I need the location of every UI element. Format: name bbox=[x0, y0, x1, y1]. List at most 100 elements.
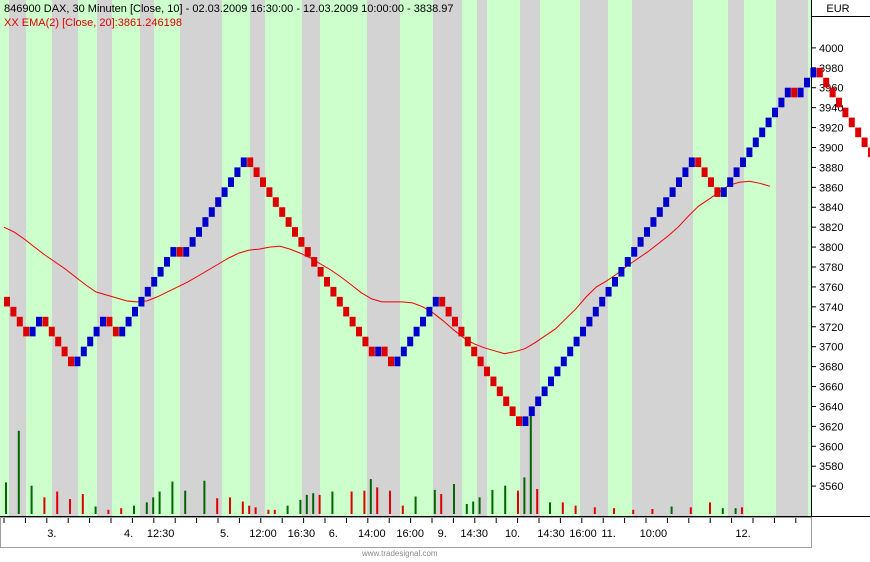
renko-brick-down bbox=[868, 147, 870, 158]
session-band bbox=[776, 0, 808, 516]
renko-brick-down bbox=[368, 346, 375, 357]
renko-brick-up bbox=[804, 77, 810, 88]
x-tick-label: 6. bbox=[329, 528, 338, 540]
renko-brick-down bbox=[260, 177, 266, 187]
renko-brick-up bbox=[420, 316, 426, 327]
y-tick-label: 3760 bbox=[819, 282, 843, 294]
renko-brick-up bbox=[528, 406, 535, 417]
y-tick-label: 3680 bbox=[819, 362, 843, 374]
renko-brick-up bbox=[125, 316, 132, 327]
volume-bar bbox=[734, 508, 737, 514]
volume-bar bbox=[689, 507, 692, 514]
volume-bar bbox=[286, 505, 289, 514]
renko-brick-up bbox=[36, 316, 42, 327]
renko-brick-up bbox=[407, 336, 414, 347]
volume-bar bbox=[465, 504, 468, 514]
currency-label: EUR bbox=[826, 3, 850, 15]
renko-brick-down bbox=[516, 416, 522, 426]
volume-bar bbox=[523, 477, 526, 514]
session-band bbox=[520, 0, 540, 516]
renko-brick-up bbox=[676, 177, 682, 187]
renko-brick-up bbox=[144, 286, 151, 297]
volume-bar bbox=[401, 505, 404, 514]
volume-bar bbox=[549, 502, 551, 514]
y-tick-label: 3980 bbox=[819, 63, 843, 75]
renko-brick-down bbox=[247, 157, 254, 168]
renko-brick-down bbox=[439, 296, 446, 307]
session-band bbox=[9, 0, 26, 516]
renko-brick-up bbox=[682, 167, 689, 177]
renko-brick-up bbox=[164, 257, 170, 267]
renko-brick-down bbox=[4, 296, 10, 307]
renko-brick-up bbox=[157, 267, 164, 277]
volume-bar bbox=[376, 487, 379, 514]
renko-brick-down bbox=[452, 316, 458, 327]
y-tick-label: 3780 bbox=[819, 262, 843, 274]
volume-bar bbox=[216, 498, 219, 514]
renko-brick-up bbox=[720, 187, 727, 197]
volume-bar bbox=[613, 508, 615, 514]
x-tick-label: 14:30 bbox=[537, 528, 565, 540]
x-tick-label: 5. bbox=[220, 528, 229, 540]
renko-brick-up bbox=[87, 336, 94, 347]
renko-brick-down bbox=[848, 117, 855, 128]
y-tick-label: 3820 bbox=[819, 222, 843, 234]
renko-brick-up bbox=[778, 97, 785, 108]
x-tick-label: 14:00 bbox=[358, 528, 386, 540]
renko-brick-up bbox=[567, 346, 574, 357]
renko-brick-up bbox=[413, 326, 420, 337]
volume-bar bbox=[69, 499, 71, 514]
renko-brick-down bbox=[16, 316, 23, 327]
y-tick-label: 3840 bbox=[819, 202, 843, 214]
renko-brick-up bbox=[612, 276, 618, 287]
renko-brick-down bbox=[701, 167, 708, 177]
renko-brick-down bbox=[253, 167, 260, 177]
renko-brick-down bbox=[266, 187, 273, 197]
renko-brick-up bbox=[432, 296, 439, 307]
renko-brick-up bbox=[215, 197, 222, 207]
renko-brick-down bbox=[471, 346, 478, 357]
renko-brick-down bbox=[176, 247, 183, 257]
volume-bar bbox=[440, 494, 443, 514]
renko-brick-down bbox=[836, 97, 842, 108]
x-tick-label: 16:00 bbox=[569, 528, 597, 540]
y-tick-label: 3880 bbox=[819, 162, 843, 174]
volume-bar bbox=[184, 490, 187, 514]
renko-brick-up bbox=[29, 326, 36, 337]
renko-brick-down bbox=[61, 346, 68, 357]
renko-brick-down bbox=[311, 257, 318, 267]
renko-brick-down bbox=[324, 276, 330, 287]
renko-brick-down bbox=[343, 306, 350, 317]
renko-brick-up bbox=[228, 177, 234, 187]
volume-bar bbox=[369, 479, 372, 514]
renko-brick-down bbox=[861, 137, 868, 148]
renko-brick-up bbox=[138, 296, 145, 307]
renko-brick-down bbox=[23, 326, 30, 337]
y-tick-label: 3920 bbox=[819, 123, 843, 135]
renko-brick-down bbox=[477, 356, 484, 367]
volume-bar bbox=[536, 489, 539, 514]
volume-bar bbox=[254, 507, 257, 514]
renko-brick-down bbox=[68, 356, 74, 367]
volume-bar bbox=[651, 509, 654, 514]
session-band bbox=[433, 0, 462, 516]
renko-brick-up bbox=[208, 207, 215, 217]
session-band bbox=[632, 0, 693, 516]
volume-bar bbox=[453, 484, 455, 514]
renko-brick-up bbox=[663, 197, 670, 207]
volume-bar bbox=[363, 490, 366, 514]
y-tick-label: 3800 bbox=[819, 242, 843, 254]
renko-brick-down bbox=[458, 326, 465, 337]
renko-brick-down bbox=[336, 296, 343, 307]
volume-bar bbox=[472, 501, 475, 514]
renko-brick-down bbox=[362, 336, 369, 347]
renko-brick-down bbox=[445, 306, 452, 317]
y-tick-label: 3620 bbox=[819, 421, 843, 433]
session-band bbox=[580, 0, 608, 516]
volume-bar bbox=[56, 491, 59, 514]
renko-brick-up bbox=[752, 137, 759, 148]
renko-brick-up bbox=[554, 366, 561, 377]
session-band bbox=[367, 0, 400, 516]
